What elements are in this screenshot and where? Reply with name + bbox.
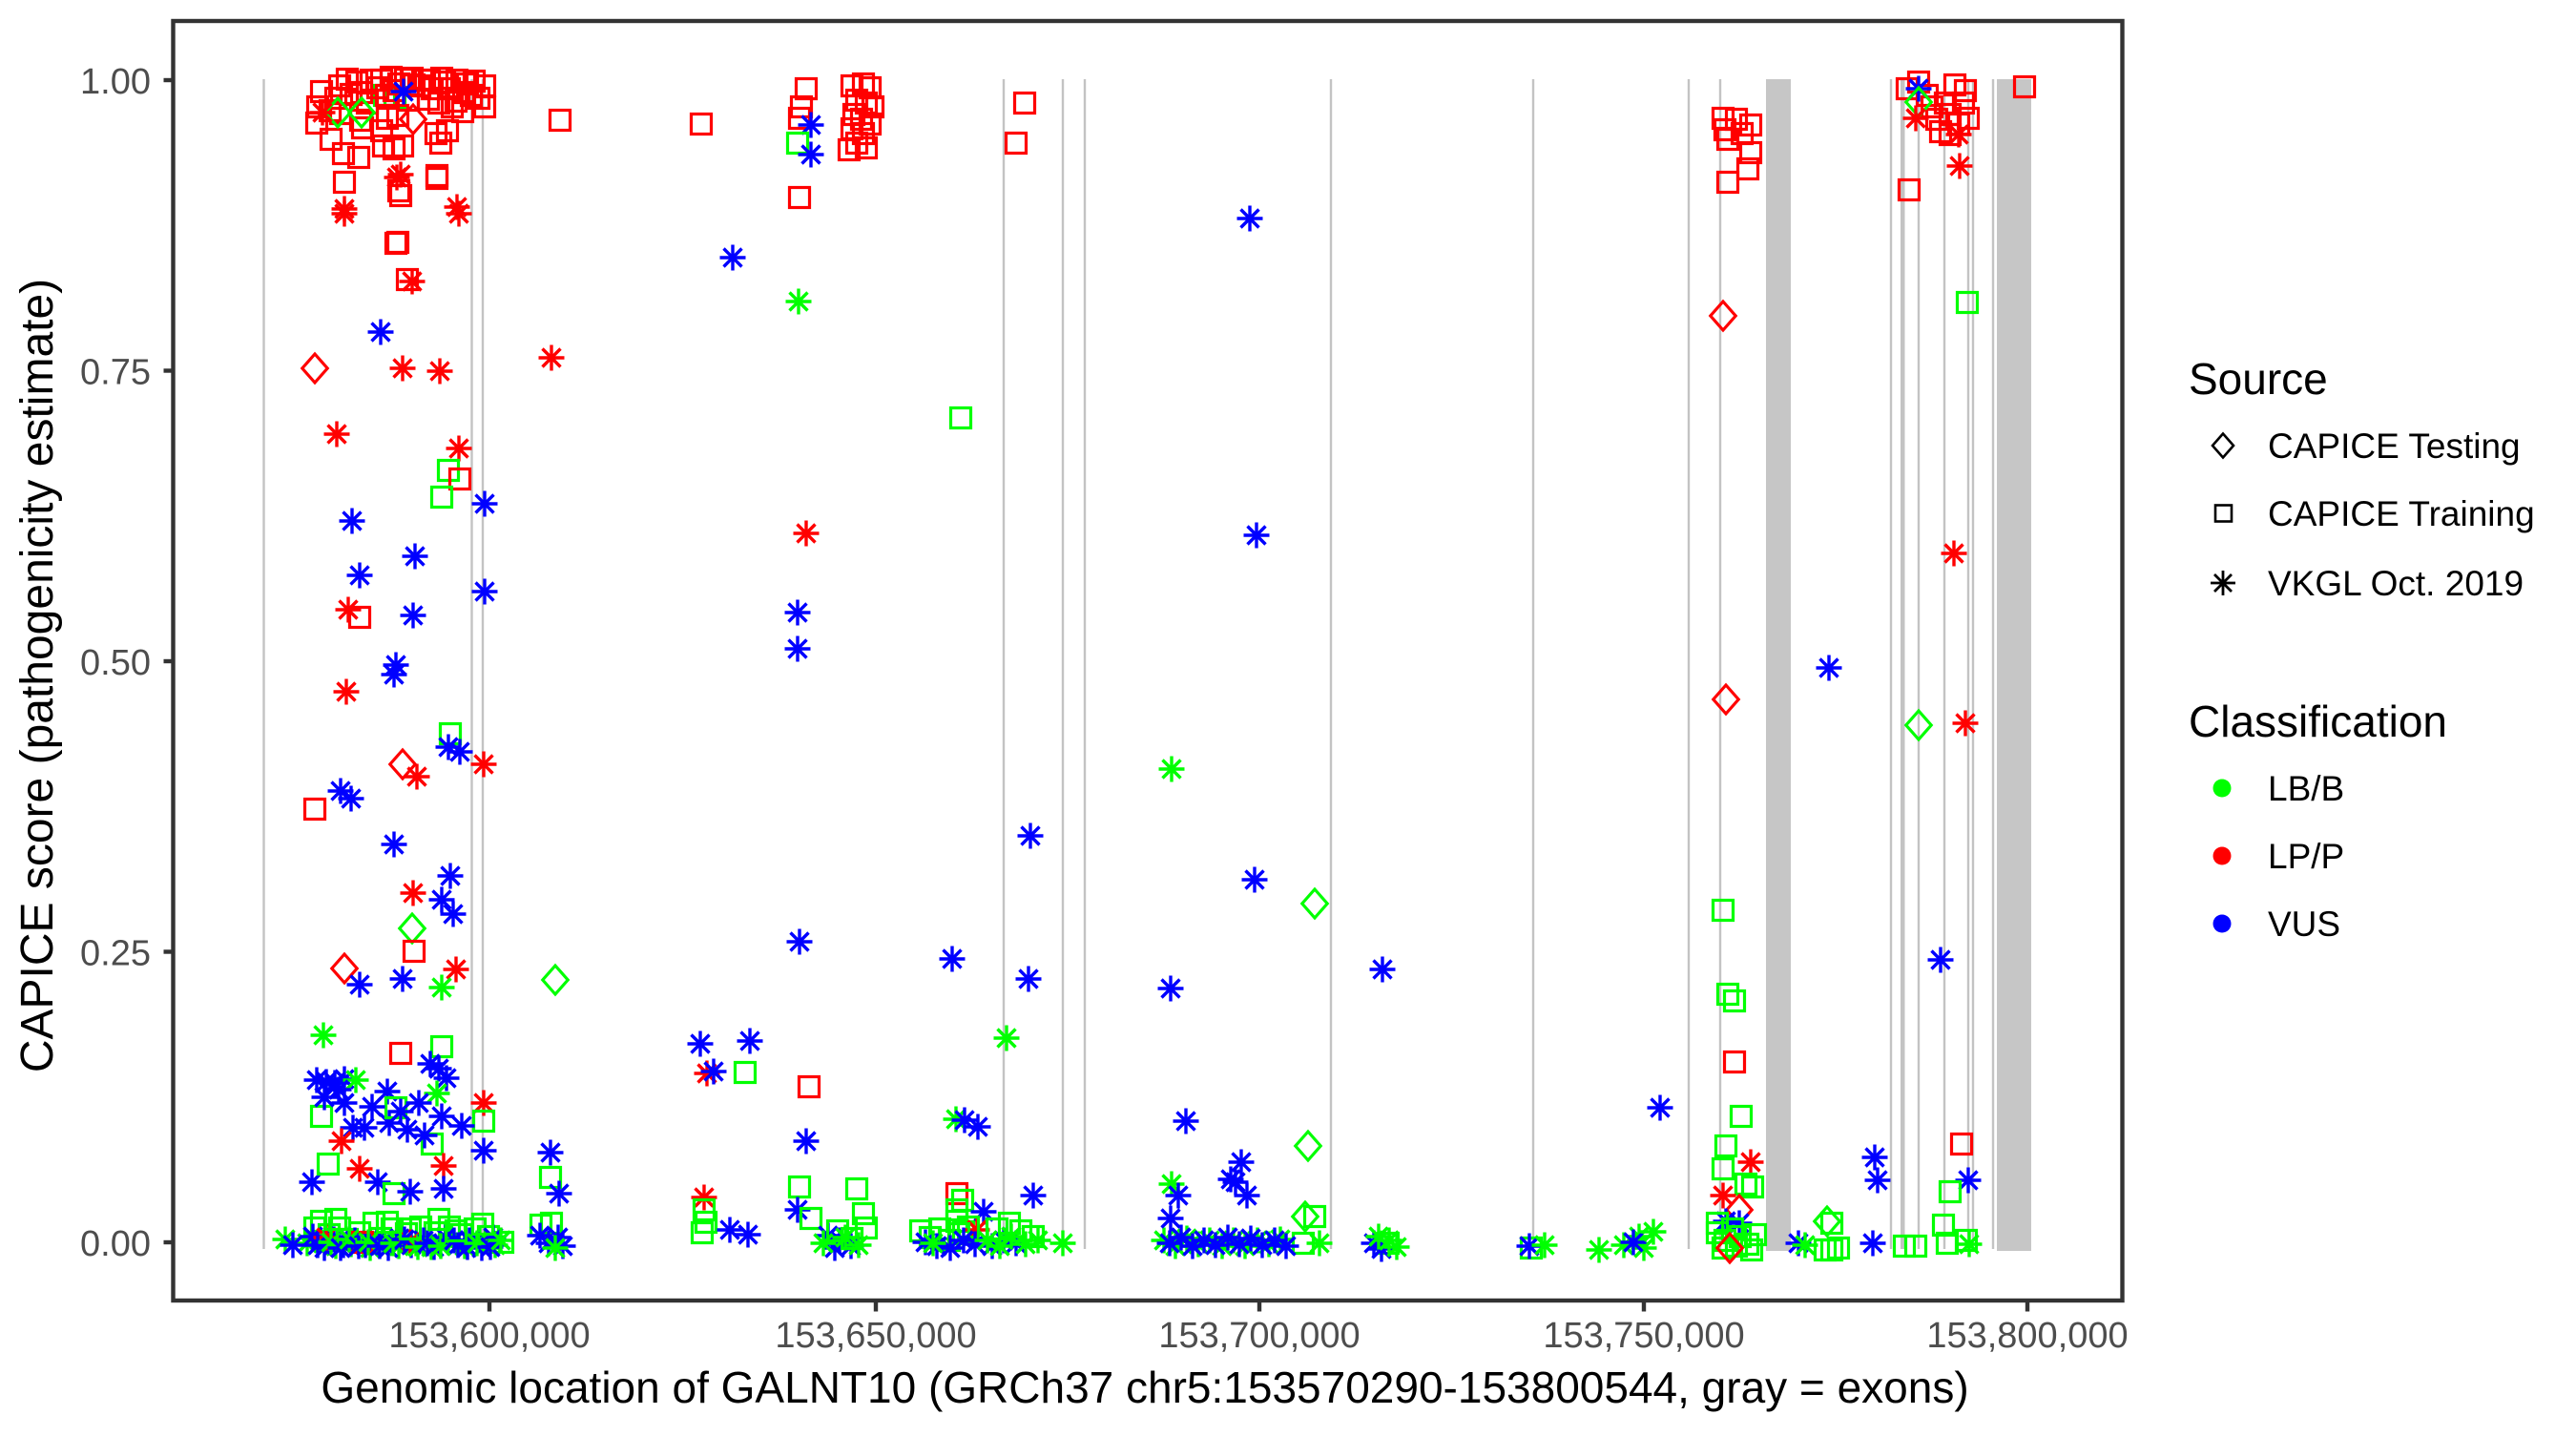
svg-text:VKGL Oct. 2019: VKGL Oct. 2019 (2268, 564, 2524, 603)
svg-text:153,800,000: 153,800,000 (1926, 1316, 2128, 1356)
svg-text:LP/P: LP/P (2268, 837, 2344, 876)
svg-text:153,700,000: 153,700,000 (1158, 1316, 1360, 1356)
svg-text:0.50: 0.50 (80, 643, 151, 683)
svg-text:153,600,000: 153,600,000 (388, 1316, 590, 1356)
svg-text:0.75: 0.75 (80, 353, 151, 393)
svg-text:0.00: 0.00 (80, 1224, 151, 1264)
svg-text:153,650,000: 153,650,000 (775, 1316, 976, 1356)
svg-text:1.00: 1.00 (80, 62, 151, 102)
svg-text:0.25: 0.25 (80, 934, 151, 974)
svg-text:153,750,000: 153,750,000 (1543, 1316, 1744, 1356)
svg-text:Source: Source (2189, 354, 2328, 404)
svg-text:CAPICE score (pathogenicity es: CAPICE score (pathogenicity estimate) (12, 279, 63, 1072)
svg-text:LB/B: LB/B (2268, 769, 2344, 808)
svg-text:VUS: VUS (2268, 905, 2340, 944)
svg-text:CAPICE Training: CAPICE Training (2268, 494, 2535, 533)
svg-text:Genomic location of GALNT10 (G: Genomic location of GALNT10 (GRCh37 chr5… (321, 1363, 1968, 1412)
svg-text:Classification: Classification (2189, 697, 2447, 746)
svg-text:CAPICE Testing: CAPICE Testing (2268, 427, 2521, 466)
